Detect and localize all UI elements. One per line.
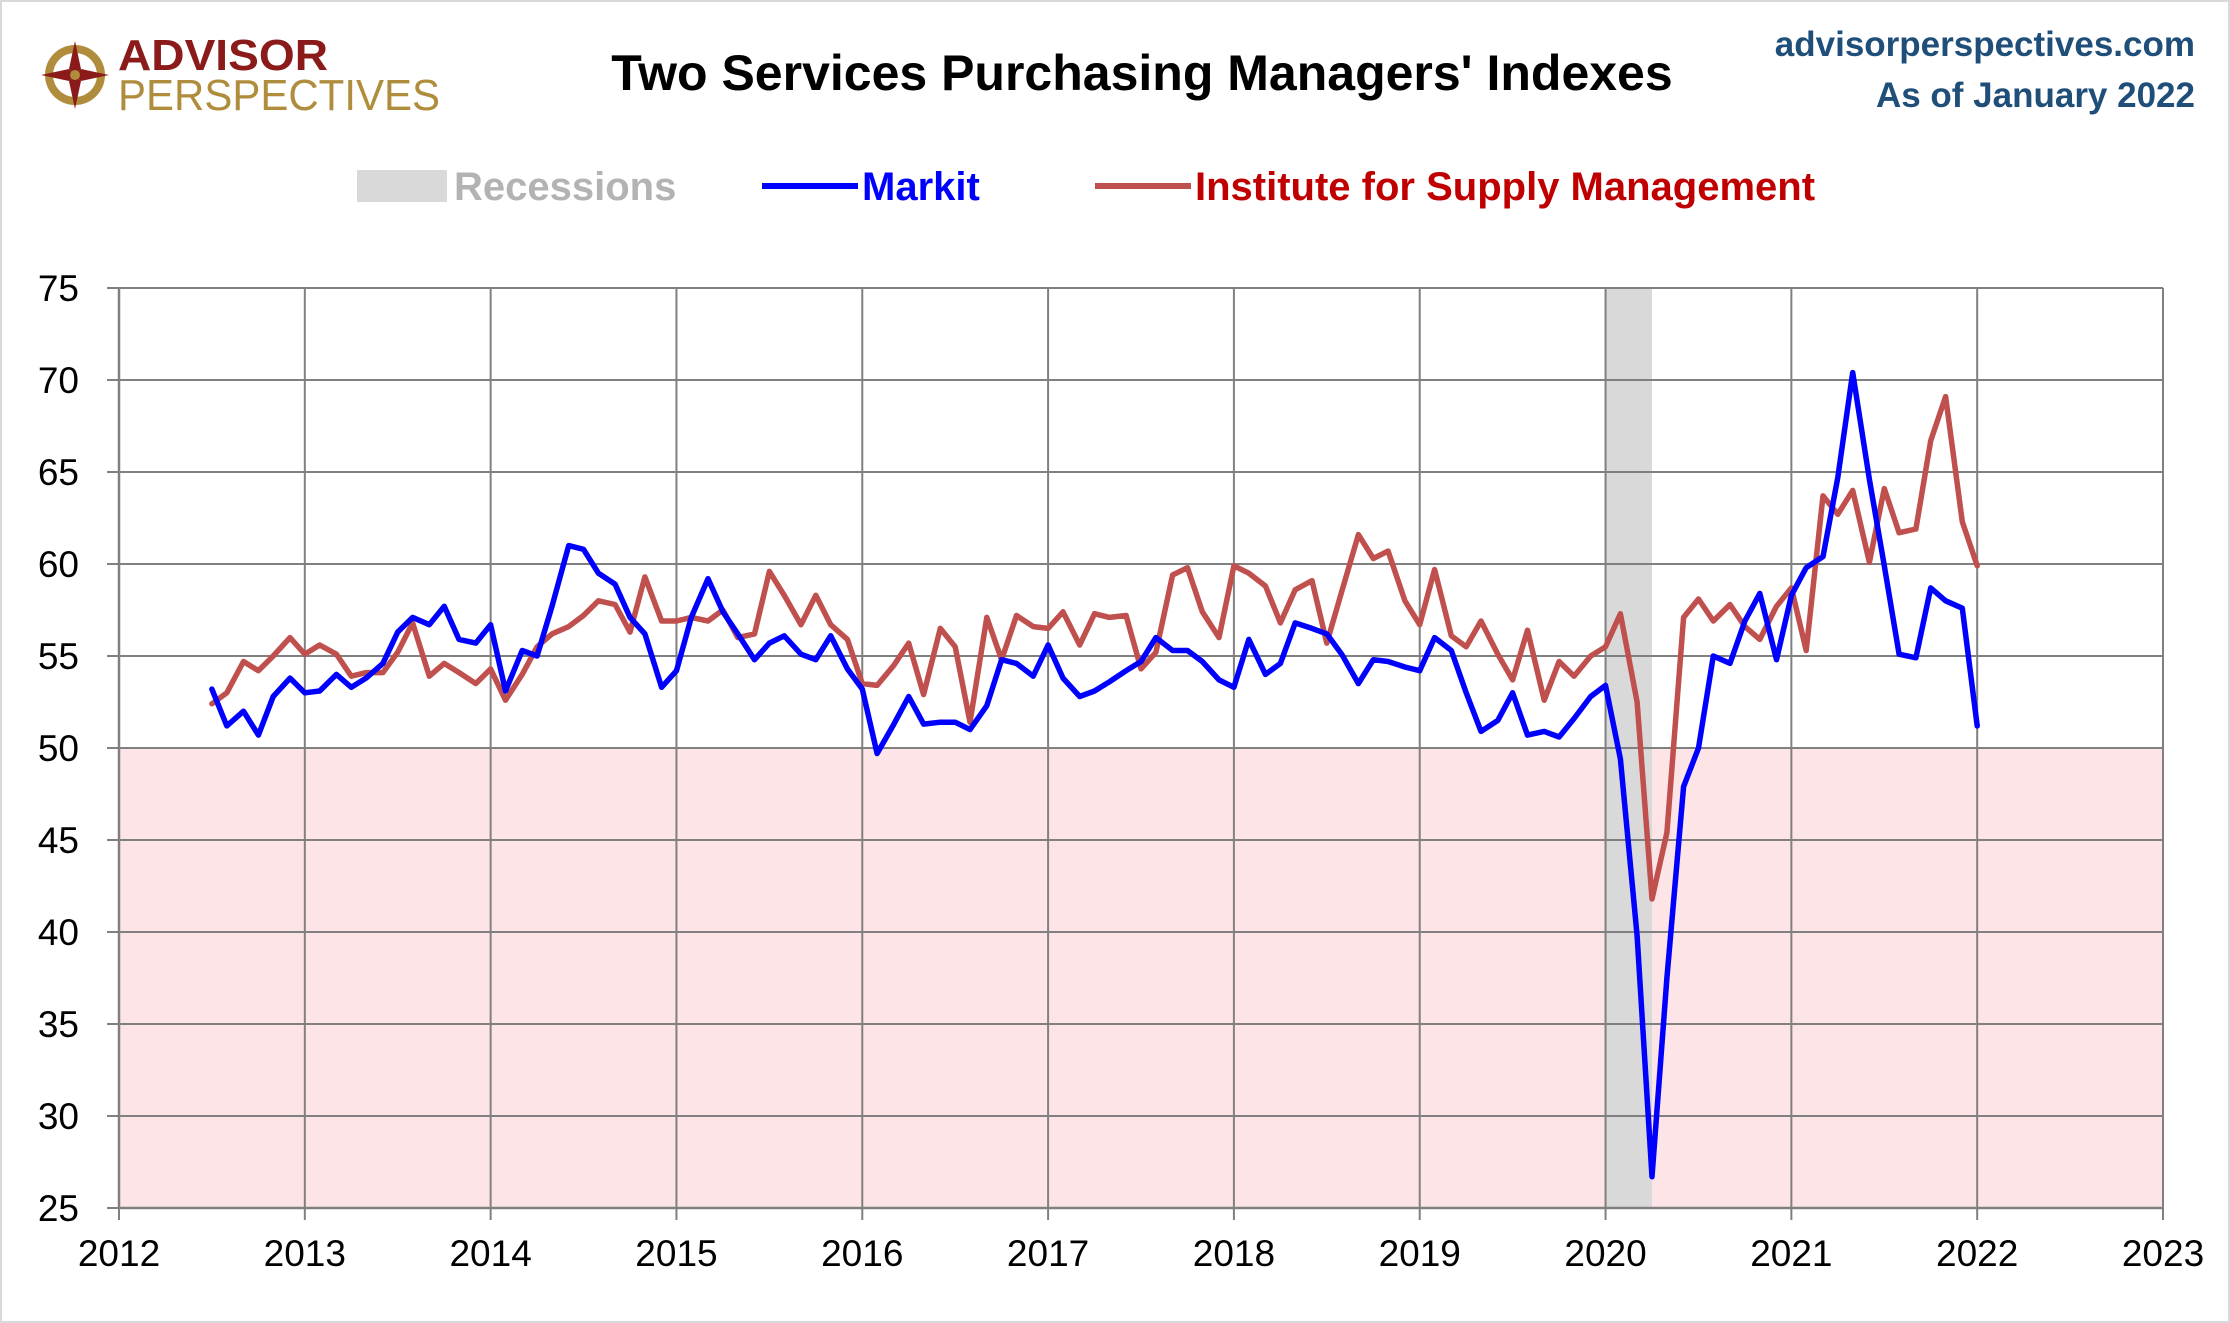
x-tick-label: 2014 [449,1233,531,1274]
x-tick-label: 2021 [1750,1233,1832,1274]
x-tick-label: 2013 [264,1233,346,1274]
legend-recessions-swatch [357,170,447,202]
x-tick-label: 2012 [78,1233,160,1274]
legend-ism-label: Institute for Supply Management [1195,165,1815,209]
x-tick-label: 2017 [1007,1233,1089,1274]
contraction-zone [119,748,2163,1208]
logo-line2: PERSPECTIVES [118,71,440,120]
as-of-date: As of January 2022 [1876,76,2195,115]
y-tick-label: 30 [38,1096,79,1137]
y-tick-label: 35 [38,1004,79,1045]
x-tick-label: 2019 [1379,1233,1461,1274]
legend-recessions-label: Recessions [454,165,676,209]
y-tick-label: 45 [38,820,79,861]
logo-line1: ADVISOR [118,31,328,80]
ism-series-line [209,393,1980,902]
y-tick-label: 65 [38,452,79,493]
x-tick-label: 2020 [1564,1233,1646,1274]
x-tick-label: 2022 [1936,1233,2018,1274]
y-tick-label: 50 [38,728,79,769]
y-tick-label: 60 [38,544,79,585]
tick-labels: 2012 2013 2014 2015 2016 2017 2018 2019 2020 2021… [38,268,2204,1274]
y-tick-label: 25 [38,1188,79,1229]
series-lines [209,369,1980,1180]
compass-rose-icon [41,41,109,109]
y-tick-label: 40 [38,912,79,953]
advisor-perspectives-logo: ADVISOR PERSPECTIVES [41,31,440,120]
x-tick-label: 2015 [635,1233,717,1274]
y-tick-label: 55 [38,636,79,677]
x-tick-label: 2016 [821,1233,903,1274]
x-tick-label: 2018 [1193,1233,1275,1274]
legend: Recessions Markit Institute for Supply M… [357,165,1815,209]
legend-markit-label: Markit [862,165,980,209]
y-tick-label: 75 [38,268,79,309]
plot-background [119,288,2163,1208]
chart-title: Two Services Purchasing Managers' Indexe… [611,45,1672,101]
x-tick-label: 2023 [2122,1233,2204,1274]
y-tick-label: 70 [38,360,79,401]
source-label: advisorperspectives.com [1775,25,2195,64]
markit-series-line [209,369,1980,1180]
axes [117,288,2163,1210]
